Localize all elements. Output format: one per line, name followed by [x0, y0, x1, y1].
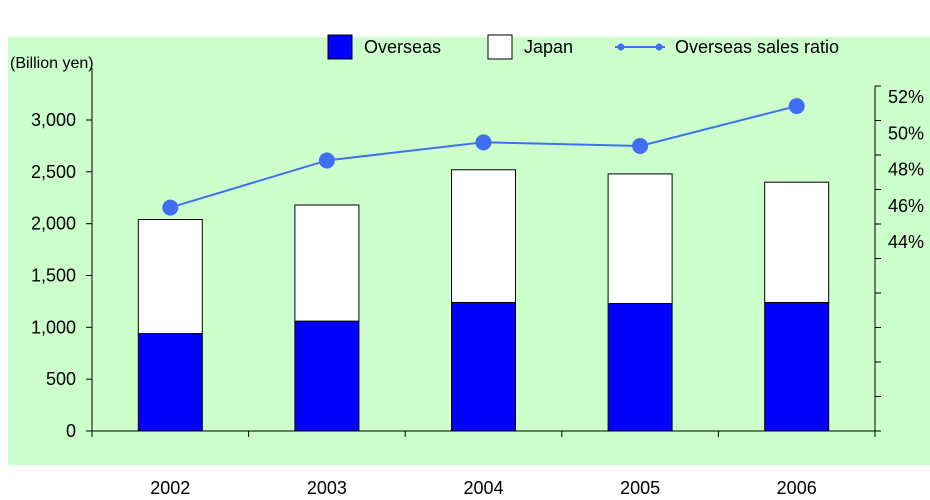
right-tick-label: 48% — [888, 160, 924, 180]
legend-label-overseas: Overseas — [364, 37, 441, 57]
legend: Overseas Japan Overseas sales ratio — [327, 34, 839, 60]
plot-area: 0 500 1,000 1,500 2,000 2,500 3,000 44% 46% 48% 50… — [31, 68, 924, 498]
legend-swatch-overseas — [327, 34, 353, 60]
x-tick-label-2003: 2003 — [307, 478, 347, 495]
right-tick-label: 44% — [888, 232, 924, 252]
x-tick-label-2002: 2002 — [150, 478, 190, 495]
point-ratio-2002 — [162, 199, 179, 216]
bar-japan-2005 — [607, 173, 673, 304]
legend-label-japan: Japan — [524, 37, 573, 57]
left-tick-label: 0 — [66, 421, 76, 441]
bar-japan-2006 — [764, 181, 830, 303]
bar-overseas-2003 — [294, 320, 360, 432]
point-ratio-2003 — [318, 152, 335, 169]
legend-marker-ratio-2 — [655, 43, 663, 51]
left-tick-label: 2,500 — [31, 162, 76, 182]
x-tick-label-2005: 2005 — [620, 478, 660, 495]
left-tick-label: 3,000 — [31, 110, 76, 130]
bar-overseas-2005 — [607, 302, 673, 432]
bar-overseas-2004 — [451, 301, 516, 432]
right-tick-label: 52% — [888, 87, 924, 107]
bar-japan-2002 — [137, 219, 203, 335]
bar-japan-2004 — [451, 169, 516, 303]
left-tick-label: 1,500 — [31, 266, 76, 286]
bar-overseas-2006 — [764, 301, 830, 432]
legend-label-ratio: Overseas sales ratio — [675, 37, 839, 57]
left-tick-label: 2,000 — [31, 214, 76, 234]
point-ratio-2004 — [475, 134, 492, 151]
point-ratio-2006 — [788, 98, 805, 115]
bar-japan-2003 — [294, 204, 360, 322]
right-tick-label: 50% — [888, 123, 924, 143]
left-tick-label: 500 — [46, 369, 76, 389]
bar-overseas-2002 — [137, 333, 203, 432]
legend-swatch-japan — [487, 34, 513, 60]
legend-marker-ratio — [617, 43, 625, 51]
left-tick-label: 1,000 — [31, 317, 76, 337]
point-ratio-2005 — [632, 137, 649, 154]
right-tick-label: 46% — [888, 196, 924, 216]
x-tick-label-2006: 2006 — [777, 478, 817, 495]
left-axis-label: (Billion yen) — [10, 55, 94, 72]
x-tick-label-2004: 2004 — [463, 478, 503, 495]
